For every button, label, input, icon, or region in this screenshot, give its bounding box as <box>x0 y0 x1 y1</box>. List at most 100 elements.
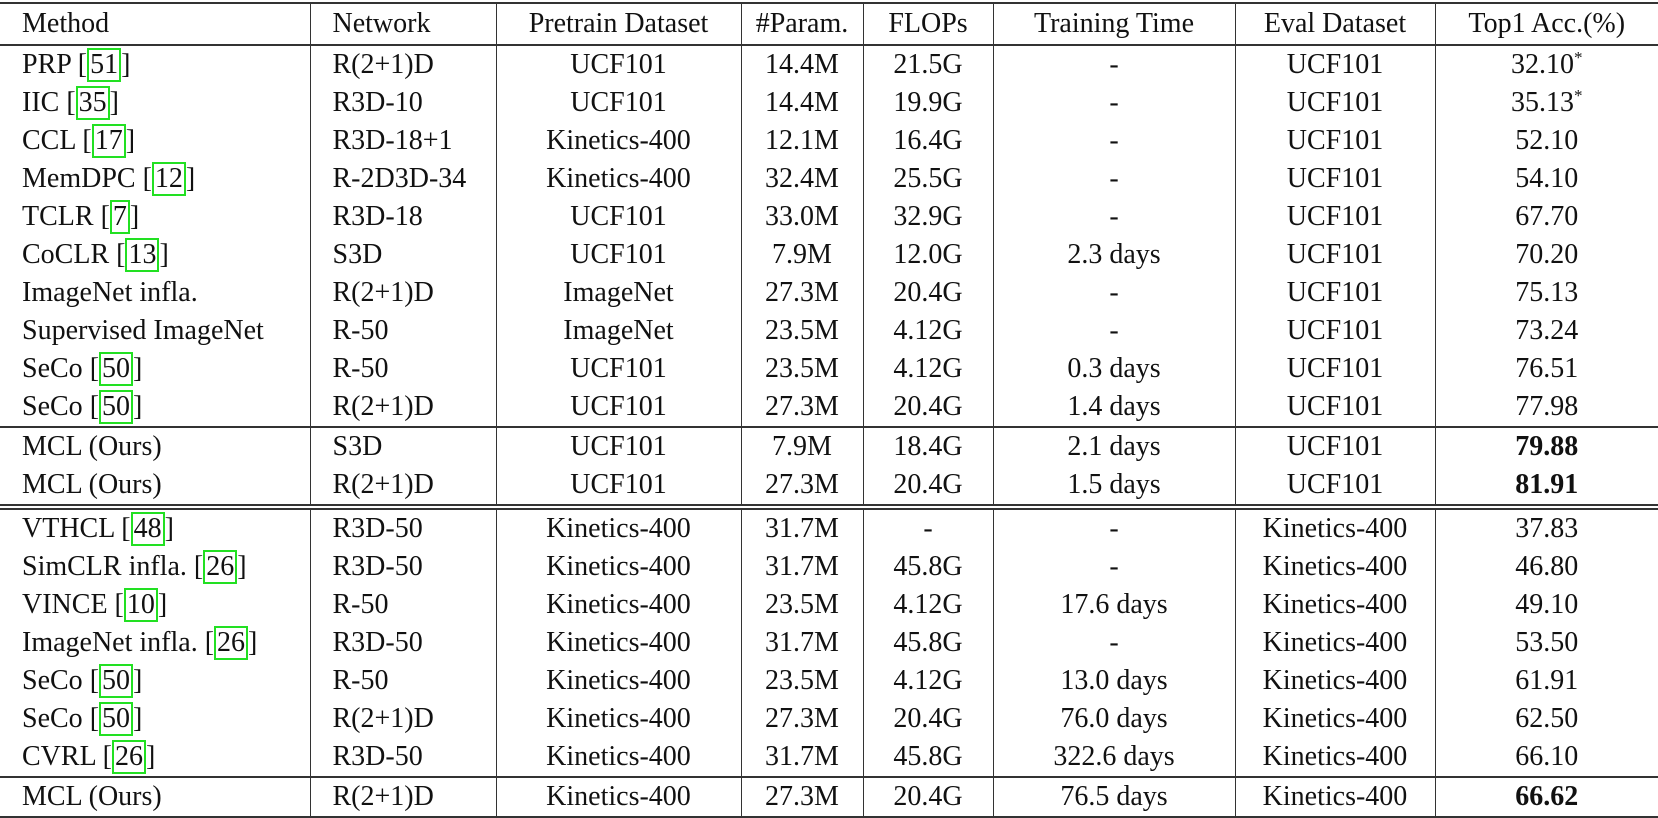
cell-eval-dataset: UCF101 <box>1234 466 1435 507</box>
header-method: Method <box>22 8 110 39</box>
cell-method: ImageNet infla. <box>0 274 310 312</box>
cell-flops: 20.4G <box>862 776 993 818</box>
cell-training-time: - <box>992 548 1235 586</box>
table-row: MemDPC [12] R-2D3D-34 Kinetics-400 32.4M 25.… <box>0 160 1658 198</box>
cell-params: 23.5M <box>740 312 863 350</box>
citation-link[interactable]: 17 <box>91 124 126 158</box>
cell-eval-dataset: UCF101 <box>1234 198 1435 236</box>
table-row: VINCE [10] R-50 Kinetics-400 23.5M 4.12G 17.6… <box>0 586 1658 624</box>
cell-pretrain-dataset: Kinetics-400 <box>495 624 741 662</box>
cell-top1-acc: 62.50 <box>1434 700 1658 738</box>
citation-link[interactable]: 12 <box>151 162 186 196</box>
cell-training-time: 76.0 days <box>992 700 1235 738</box>
table-row: ImageNet infla. [26] R3D-50 Kinetics-400 31… <box>0 624 1658 662</box>
acc-value: 66.62 <box>1515 781 1579 812</box>
cell-training-time: 13.0 days <box>992 662 1235 700</box>
cell-params: 27.3M <box>740 776 863 818</box>
header-top1-acc: Top1 Acc.(%) <box>1434 3 1658 45</box>
cell-network: R-50 <box>309 662 496 700</box>
header-pretrain-dataset: Pretrain Dataset <box>495 3 741 45</box>
cell-method: VTHCL [48] <box>0 504 310 548</box>
cell-params: 14.4M <box>740 84 863 122</box>
table-row: PRP [51] R(2+1)D UCF101 14.4M 21.5G - UCF101 32… <box>0 45 1658 84</box>
table-row: CoCLR [13] S3D UCF101 7.9M 12.0G 2.3 days UCF1… <box>0 236 1658 274</box>
cell-method: CVRL [26] <box>22 740 156 774</box>
cell-method: MCL (Ours) <box>0 426 310 466</box>
citation-link[interactable]: 26 <box>214 626 249 660</box>
citation-link[interactable]: 26 <box>111 740 146 774</box>
method-name: PRP <box>22 49 71 80</box>
cell-top1-acc: 61.91 <box>1434 662 1658 700</box>
cell-network: R-50 <box>309 586 496 624</box>
cell-method: ImageNet infla. [26] <box>22 626 258 660</box>
citation-link[interactable]: 50 <box>99 664 134 698</box>
table-row: TCLR [7] R3D-18 UCF101 33.0M 32.9G - UCF101 67.… <box>0 198 1658 236</box>
cell-top1-acc: 77.98 <box>1434 388 1658 427</box>
acc-value: 52.10 <box>1515 125 1579 156</box>
cell-network: R(2+1)D <box>309 274 496 312</box>
cell-flops: 19.9G <box>862 84 993 122</box>
cell-top1-acc: 66.10 <box>1434 738 1658 777</box>
citation-link[interactable]: 26 <box>203 550 238 584</box>
cell-network: R3D-50 <box>309 548 496 586</box>
cell-training-time: - <box>992 624 1235 662</box>
table-body: PRP [51] R(2+1)D UCF101 14.4M 21.5G - UCF101 32… <box>0 45 1658 818</box>
cell-training-time: 0.3 days <box>992 350 1235 388</box>
cell-method: PRP [51] <box>22 48 131 82</box>
cell-flops: 20.4G <box>862 466 993 507</box>
cell-method: SeCo [50] <box>22 352 143 386</box>
cell-top1-acc: 75.13 <box>1434 274 1658 312</box>
cell-flops: 12.0G <box>862 236 993 274</box>
cell-eval-dataset: UCF101 <box>1234 160 1435 198</box>
acc-value: 35.13 <box>1511 87 1574 118</box>
cell-pretrain-dataset: Kinetics-400 <box>495 700 741 738</box>
table-row: MCL (Ours) R(2+1)D Kinetics-400 27.3M 20.4G 7… <box>0 776 1658 818</box>
cell-flops: 45.8G <box>862 548 993 586</box>
cell-eval-dataset: UCF101 <box>1234 274 1435 312</box>
header-eval-dataset: Eval Dataset <box>1234 3 1435 45</box>
method-name: CVRL <box>22 741 96 772</box>
citation-link[interactable]: 10 <box>123 588 158 622</box>
asterisk-mark: * <box>1574 48 1583 67</box>
cell-flops: 45.8G <box>862 738 993 777</box>
citation-link[interactable]: 51 <box>87 48 122 82</box>
cell-top1-acc: 46.80 <box>1434 548 1658 586</box>
cell-method: SimCLR infla. [26] <box>22 550 247 584</box>
cell-network: S3D <box>309 236 496 274</box>
table-row: MCL (Ours) R(2+1)D UCF101 27.3M 20.4G 1.5 day… <box>0 466 1658 507</box>
cell-training-time: 2.3 days <box>992 236 1235 274</box>
citation-link[interactable]: 50 <box>99 702 134 736</box>
cell-params: 7.9M <box>740 426 863 466</box>
cell-pretrain-dataset: Kinetics-400 <box>495 776 741 818</box>
cell-pretrain-dataset: ImageNet <box>495 312 741 350</box>
citation-link[interactable]: 13 <box>125 238 160 272</box>
cell-training-time: - <box>992 198 1235 236</box>
cell-flops: 4.12G <box>862 586 993 624</box>
cell-training-time: - <box>992 45 1235 84</box>
cell-network: R-50 <box>309 312 496 350</box>
citation-link[interactable]: 7 <box>109 200 130 234</box>
cell-params: 7.9M <box>740 236 863 274</box>
cell-params: 32.4M <box>740 160 863 198</box>
method-name: CoCLR <box>22 239 110 270</box>
table-row: SeCo [50] R(2+1)D UCF101 27.3M 20.4G 1.4 days… <box>0 388 1658 427</box>
cell-pretrain-dataset: UCF101 <box>495 426 741 466</box>
method-name: CCL <box>22 125 76 156</box>
citation-link[interactable]: 48 <box>130 512 165 546</box>
table-row: VTHCL [48] R3D-50 Kinetics-400 31.7M - - Kinet… <box>0 504 1658 548</box>
cell-params: 12.1M <box>740 122 863 160</box>
cell-top1-acc: 37.83 <box>1434 504 1658 548</box>
cell-method: CCL [17] <box>22 124 136 158</box>
cell-params: 31.7M <box>740 624 863 662</box>
cell-flops: 16.4G <box>862 122 993 160</box>
table-row: CCL [17] R3D-18+1 Kinetics-400 12.1M 16.4G - U… <box>0 122 1658 160</box>
citation-link[interactable]: 50 <box>99 390 134 424</box>
citation-link[interactable]: 50 <box>99 352 134 386</box>
table-row: SeCo [50] R(2+1)D Kinetics-400 27.3M 20.4G 76… <box>0 700 1658 738</box>
cell-eval-dataset: UCF101 <box>1234 45 1435 84</box>
acc-value: 75.13 <box>1515 277 1579 308</box>
cell-flops: 32.9G <box>862 198 993 236</box>
acc-value: 66.10 <box>1515 741 1579 772</box>
cell-network: R(2+1)D <box>309 700 496 738</box>
citation-link[interactable]: 35 <box>75 86 110 120</box>
